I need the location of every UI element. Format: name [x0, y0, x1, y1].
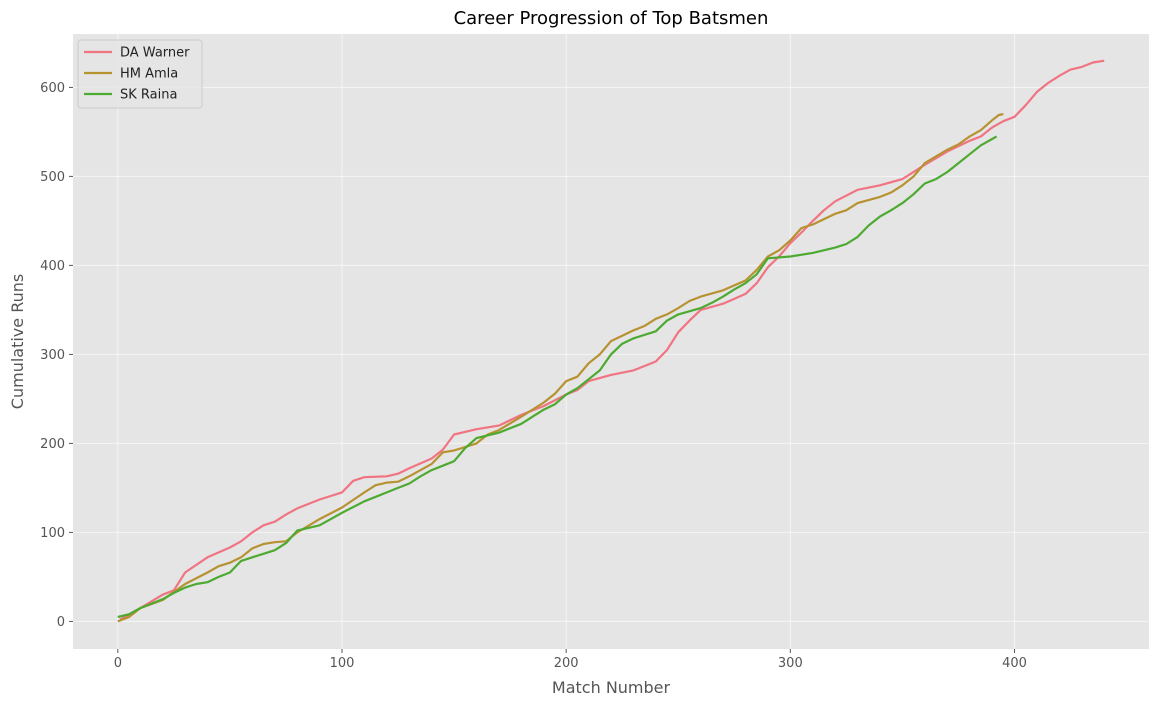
series-lines: [117, 59, 1105, 623]
y-tick-label: 300: [40, 348, 65, 363]
y-tick-label: 100: [40, 526, 65, 541]
y-axis-label: Cumulative Runs: [8, 274, 27, 409]
y-tick-label: 500: [40, 170, 65, 185]
legend-label: SK Raina: [120, 88, 177, 103]
y-ticks: 0 100 200 300 400 500 600: [40, 81, 73, 630]
x-tick-label: 0: [114, 656, 122, 671]
legend-label: HM Amla: [120, 67, 178, 82]
series-line-1: [117, 113, 1004, 623]
series-line-0: [119, 59, 1105, 621]
x-tick-label: 100: [330, 656, 355, 671]
grid: [73, 34, 1149, 649]
y-tick-label: 200: [40, 437, 65, 452]
chart-title: Career Progression of Top Batsmen: [454, 8, 769, 29]
x-ticks: 0 100 200 300 400: [114, 649, 1027, 671]
y-tick-label: 600: [40, 81, 65, 96]
legend: DA Warner HM Amla SK Raina: [77, 39, 203, 109]
x-tick-label: 300: [778, 656, 803, 671]
legend-box: [77, 39, 203, 109]
y-tick-label: 400: [40, 259, 65, 274]
x-axis-label: Match Number: [552, 678, 671, 697]
x-tick-label: 200: [554, 656, 579, 671]
x-tick-label: 400: [1002, 656, 1027, 671]
y-tick-label: 0: [57, 615, 65, 630]
series-line-2: [117, 135, 998, 619]
legend-label: DA Warner: [120, 46, 190, 61]
